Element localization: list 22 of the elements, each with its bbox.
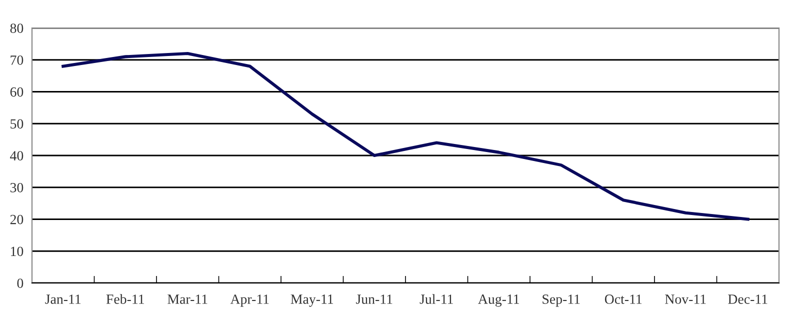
y-tick-label: 50 bbox=[10, 119, 24, 129]
x-tick-label: Apr-11 bbox=[230, 294, 269, 307]
line-series bbox=[62, 52, 750, 221]
y-tick-label: 60 bbox=[10, 87, 24, 97]
x-tick-label: Nov-11 bbox=[665, 294, 706, 304]
x-tick-label: Jun-11 bbox=[356, 294, 392, 304]
y-tick-label: 80 bbox=[10, 24, 24, 33]
y-tick-label: 20 bbox=[10, 214, 24, 224]
x-tick-label: Mar-11 bbox=[168, 294, 208, 304]
y-tick-label: 40 bbox=[10, 151, 24, 160]
x-tick-label: Jul-11 bbox=[420, 294, 453, 304]
x-tick-label: Aug-11 bbox=[478, 294, 519, 307]
x-tick-label: Dec-11 bbox=[728, 294, 768, 304]
x-tick-label: Feb-11 bbox=[106, 294, 144, 304]
x-tick-label: May-11 bbox=[290, 294, 334, 307]
x-tick-label: Sep-11 bbox=[542, 294, 580, 307]
y-tick-label: 70 bbox=[10, 55, 24, 65]
y-tick-label: 0 bbox=[17, 278, 24, 288]
y-tick-label: 30 bbox=[10, 182, 24, 192]
x-tick-label: Oct-11 bbox=[604, 294, 642, 304]
x-tick-label: Jan-11 bbox=[45, 294, 81, 304]
y-tick-label: 10 bbox=[11, 246, 24, 256]
